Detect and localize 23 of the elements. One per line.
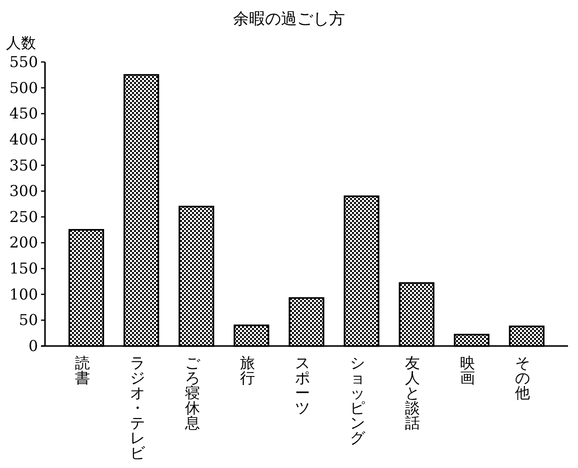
y-tick-label: 500	[9, 78, 38, 97]
x-tick-label: ラジオ・テレビ	[130, 354, 145, 462]
y-tick-label: 250	[9, 208, 38, 226]
y-tick-label: 550	[9, 53, 38, 71]
y-tick-label: 400	[9, 130, 38, 148]
y-tick-label: 350	[9, 156, 38, 174]
y-axis-title: 人数	[6, 34, 36, 52]
y-tick-label: 150	[9, 260, 38, 278]
y-tick-label: 0	[28, 337, 38, 355]
chart-title: 余暇の過ごし方	[233, 9, 345, 28]
y-tick-label: 450	[9, 104, 38, 123]
x-tick-label: 映画	[460, 354, 476, 387]
y-tick-label: 200	[9, 234, 38, 252]
x-tick-label: ショッピング	[350, 354, 366, 447]
y-tick-label: 300	[9, 182, 38, 200]
x-tick-label: 旅行	[240, 354, 255, 387]
y-tick-label: 100	[9, 285, 38, 304]
x-tick-label: その他	[515, 354, 530, 402]
x-tick-label: ごろ寝休息	[184, 354, 200, 432]
x-tick-label: 読書	[74, 354, 90, 387]
y-tick-label: 50	[18, 311, 38, 330]
x-tick-label: スポーツ	[295, 354, 310, 417]
x-tick-label: 友人と談話	[405, 354, 420, 432]
